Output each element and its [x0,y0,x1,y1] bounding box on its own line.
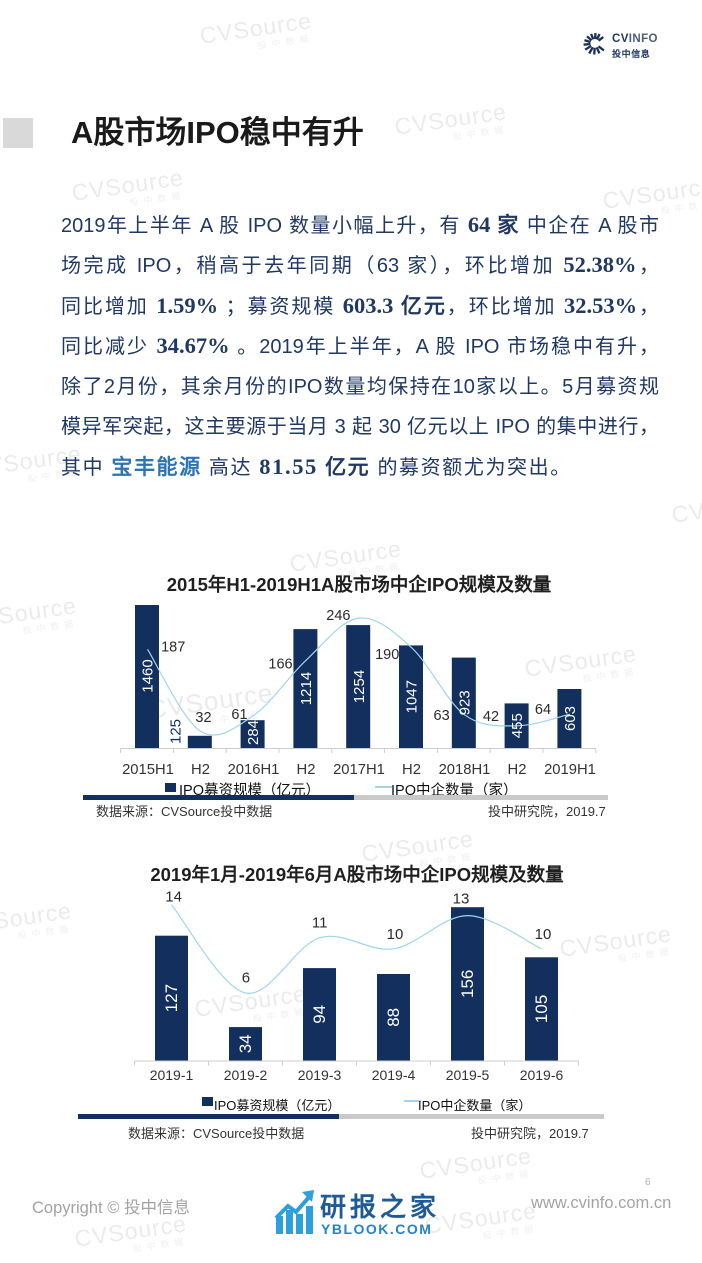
svg-text:6: 6 [242,970,250,987]
svg-text:32: 32 [195,710,211,726]
svg-text:1047: 1047 [404,680,421,713]
svg-text:H2: H2 [191,762,210,778]
svg-text:1460: 1460 [140,659,157,692]
svg-text:2019-2: 2019-2 [224,1067,268,1083]
svg-text:14: 14 [165,889,182,906]
svg-text:10: 10 [535,926,552,943]
svg-text:13: 13 [453,891,470,908]
svg-text:166: 166 [268,657,292,673]
svg-text:1254: 1254 [351,670,368,703]
svg-text:923: 923 [456,690,473,715]
svg-text:1214: 1214 [298,672,315,705]
svg-text:127: 127 [162,984,181,1012]
svg-text:246: 246 [326,608,350,624]
svg-text:H2: H2 [402,762,421,778]
svg-text:2019-3: 2019-3 [298,1067,342,1083]
svg-text:2019-6: 2019-6 [520,1067,564,1083]
svg-text:2019-4: 2019-4 [372,1067,416,1083]
svg-text:94: 94 [310,1005,329,1024]
svg-text:455: 455 [509,713,526,738]
svg-text:11: 11 [312,915,328,932]
svg-text:284: 284 [245,720,262,745]
svg-text:2019-5: 2019-5 [446,1067,490,1083]
svg-text:187: 187 [161,640,185,656]
svg-text:2016H1: 2016H1 [228,762,280,778]
svg-text:88: 88 [384,1008,403,1027]
svg-text:156: 156 [458,970,477,998]
svg-text:190: 190 [375,647,399,663]
svg-text:42: 42 [483,709,499,725]
svg-text:2019H1: 2019H1 [544,762,596,778]
svg-text:2017H1: 2017H1 [333,762,385,778]
svg-text:H2: H2 [297,762,316,778]
svg-text:H2: H2 [508,762,527,778]
svg-text:34: 34 [236,1034,255,1053]
svg-text:603: 603 [562,706,579,731]
svg-text:63: 63 [434,708,450,724]
svg-text:64: 64 [535,702,551,718]
svg-text:125: 125 [168,719,185,744]
svg-text:2019-1: 2019-1 [150,1067,194,1083]
svg-text:2015H1: 2015H1 [122,762,174,778]
svg-text:61: 61 [231,707,247,723]
svg-text:10: 10 [387,926,404,943]
svg-text:105: 105 [532,995,551,1023]
svg-text:2018H1: 2018H1 [439,762,491,778]
